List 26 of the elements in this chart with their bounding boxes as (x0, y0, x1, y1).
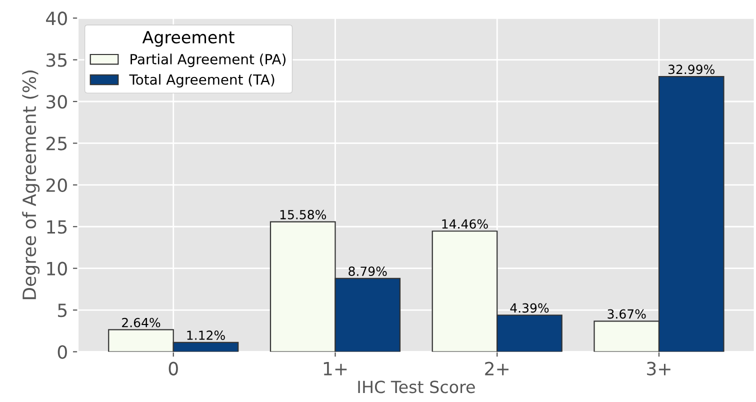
data-label: 14.46% (442, 219, 488, 229)
data-label: 1.12% (187, 330, 225, 340)
data-label: 32.99% (668, 64, 714, 74)
legend-label: Partial Agreement (PA) (130, 54, 286, 68)
data-label: 2.64% (122, 318, 160, 328)
x-tick-label: 3+ (647, 362, 670, 376)
y-tick-label: 15 (47, 220, 67, 234)
y-tick-label: 0 (58, 345, 67, 359)
legend-label: Total Agreement (TA) (129, 74, 274, 88)
legend-title: Agreement (142, 31, 234, 47)
data-label: 8.79% (348, 266, 387, 276)
y-tick-label: 5 (58, 304, 67, 318)
y-tick-label: 25 (46, 136, 67, 150)
data-label: 3.67% (608, 309, 646, 319)
y-axis-title: Degree of Agreement (%) (22, 70, 40, 300)
y-tick-label: 20 (46, 178, 67, 192)
x-tick-label: 0 (168, 362, 178, 376)
x-tick-label: 1+ (324, 362, 347, 376)
data-label: 4.39% (510, 303, 549, 313)
x-axis-title: IHC Test Score (358, 380, 475, 394)
y-tick-label: 35 (46, 53, 67, 67)
x-tick-label: 2+ (485, 362, 509, 376)
y-tick-label: 10 (47, 262, 67, 276)
y-tick-label: 30 (46, 94, 67, 109)
data-label: 15.58% (280, 210, 326, 220)
y-tick-label: 40 (46, 12, 67, 26)
